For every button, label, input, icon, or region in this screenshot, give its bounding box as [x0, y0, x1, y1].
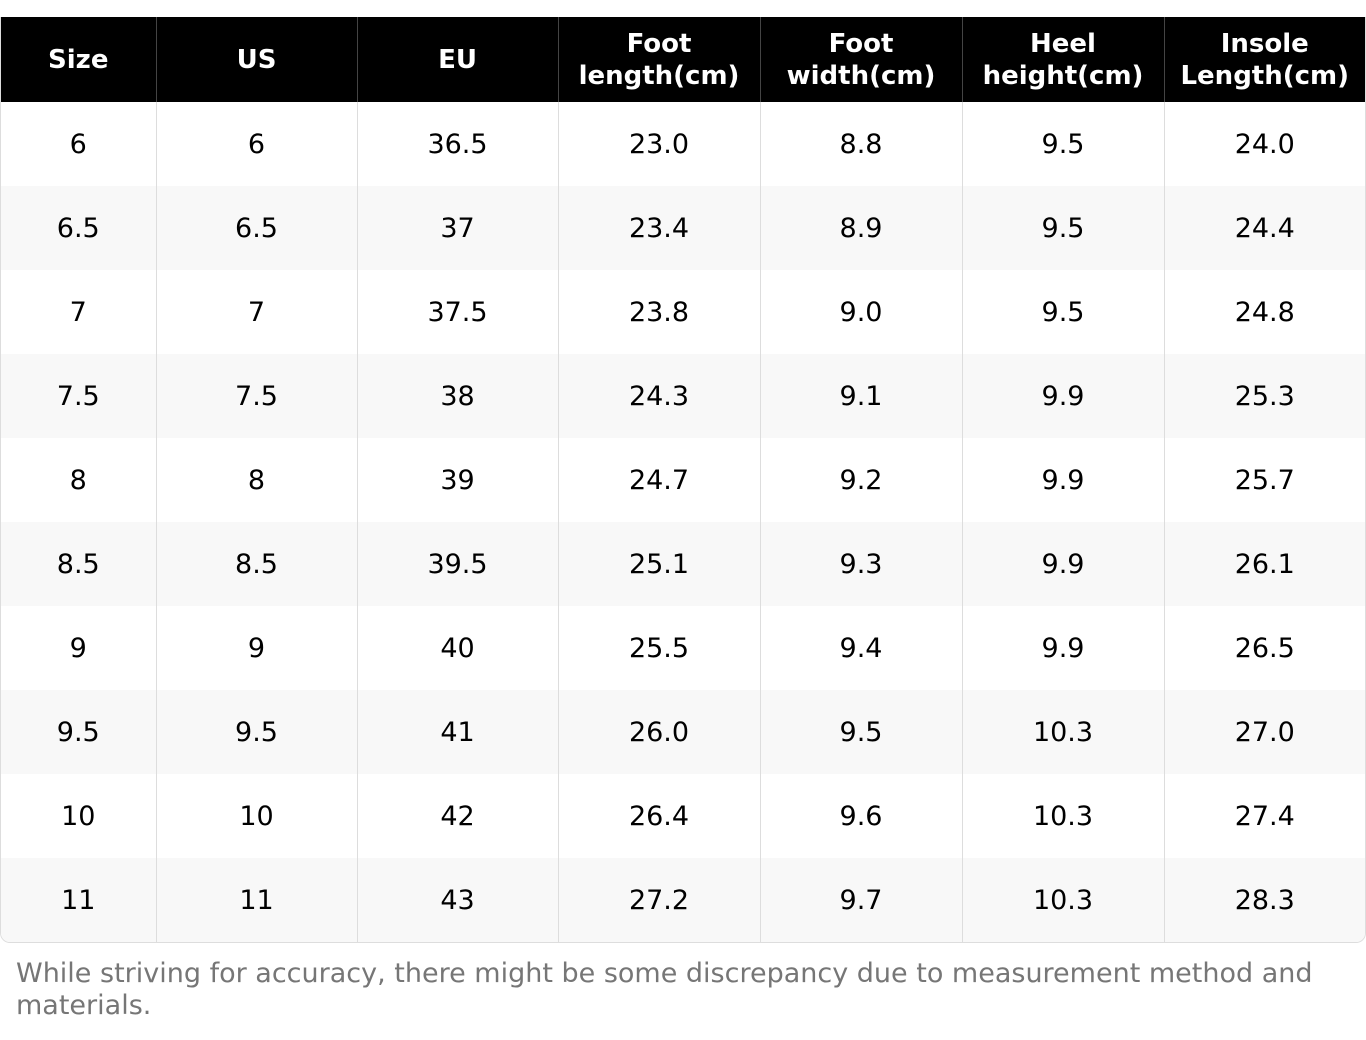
table-cell: 42 — [356, 774, 558, 858]
table-cell: 7.5 — [1, 354, 156, 438]
table-cell: 9.3 — [759, 522, 962, 606]
table-cell: 9.9 — [961, 522, 1164, 606]
table-body: 6 6 36.5 23.0 8.8 9.5 24.0 6.5 6.5 37 23.4 8.9 9.5 24… — [1, 102, 1365, 942]
table-row: 9.5 9.5 41 26.0 9.5 10.3 27.0 — [1, 690, 1365, 774]
table-cell: 9 — [69, 632, 87, 664]
table-cell: 26.0 — [557, 690, 760, 774]
table-cell: 8.9 — [759, 186, 962, 270]
table-cell: 24.0 — [1163, 102, 1365, 186]
table-cell: 39 — [356, 438, 558, 522]
table-row: 7 7 37.5 23.8 9.0 9.5 24.8 — [1, 270, 1365, 354]
table-cell: 25.3 — [1163, 354, 1365, 438]
table-cell: 8.5 — [155, 522, 357, 606]
table-cell: 23.4 — [557, 186, 760, 270]
table-row: 10 10 42 26.4 9.6 10.3 27.4 — [1, 774, 1365, 858]
table-cell: 41 — [356, 690, 558, 774]
header-cell: Foot length(cm) — [557, 17, 760, 102]
table-cell: 9.6 — [759, 774, 962, 858]
table-cell: 37.5 — [356, 270, 558, 354]
table-cell: 8.5 — [1, 522, 156, 606]
table-row: 11 11 43 27.2 9.7 10.3 28.3 — [1, 858, 1365, 942]
table-cell: 26.4 — [557, 774, 760, 858]
table-cell: 9.4 — [759, 606, 962, 690]
table-cell: 9.7 — [759, 858, 962, 942]
table-cell: 8 — [155, 438, 357, 522]
table-cell: 43 — [356, 858, 558, 942]
table-cell: 40 — [356, 606, 558, 690]
header-cell: US — [155, 17, 357, 102]
table-row: 6 6 36.5 23.0 8.8 9.5 24.0 — [1, 102, 1365, 186]
table-cell: 9.5 — [759, 690, 962, 774]
table-cell: 28.3 — [1163, 858, 1365, 942]
table-cell: 6.5 — [1, 186, 156, 270]
table-cell: 6.5 — [155, 186, 357, 270]
table-cell: 23.0 — [557, 102, 760, 186]
table-cell: 9.9 — [961, 606, 1164, 690]
table-cell: 7.5 — [155, 354, 357, 438]
table-cell: 6 — [155, 102, 357, 186]
table-cell: 25.7 — [1163, 438, 1365, 522]
table-cell: 39.5 — [356, 522, 558, 606]
table-cell: 26.1 — [1163, 522, 1365, 606]
table-cell: 10 — [155, 774, 357, 858]
size-table: Size US EU Foot length(cm) Foot width(cm) Hee… — [1, 17, 1365, 942]
table-cell: 11 — [1, 858, 156, 942]
table-cell: 9.5 — [155, 690, 357, 774]
table-cell: 24.7 — [557, 438, 760, 522]
header-cell: Insole Length(cm) — [1163, 17, 1365, 102]
table-cell: 24.4 — [1163, 186, 1365, 270]
table-cell: 8 — [69, 464, 87, 496]
header-cell: Heel height(cm) — [961, 17, 1164, 102]
table-cell: 9.9 — [961, 354, 1164, 438]
table-row: 9 9 40 25.5 9.4 9.9 26.5 — [1, 606, 1365, 690]
table-cell: 9 — [155, 606, 357, 690]
table-cell: 37 — [356, 186, 558, 270]
table-cell: 23.8 — [557, 270, 760, 354]
table-cell: 9.5 — [961, 270, 1164, 354]
table-cell: 10.3 — [961, 858, 1164, 942]
table-cell: 8.8 — [759, 102, 962, 186]
table-cell: 6 — [69, 128, 87, 160]
table-cell: 9.1 — [759, 354, 962, 438]
header-cell: EU — [356, 17, 558, 102]
table-cell: 26.5 — [1163, 606, 1365, 690]
table-cell: 27.4 — [1163, 774, 1365, 858]
table-cell: 9.9 — [961, 438, 1164, 522]
table-cell: 7 — [155, 270, 357, 354]
table-cell: 9.2 — [759, 438, 962, 522]
table-cell: 10 — [61, 800, 96, 832]
table-cell: 10.3 — [961, 690, 1164, 774]
table-row: 8.5 8.5 39.5 25.1 9.3 9.9 26.1 — [1, 522, 1365, 606]
header-cell: Foot width(cm) — [759, 17, 962, 102]
table-cell: 10.3 — [961, 774, 1164, 858]
table-row: 8 8 39 24.7 9.2 9.9 25.7 — [1, 438, 1365, 522]
header-cell: Size — [1, 17, 156, 102]
table-row: 7.5 7.5 38 24.3 9.1 9.9 25.3 — [1, 354, 1365, 438]
footnote: While striving for accuracy, there might… — [16, 958, 1313, 1021]
table-cell: 36.5 — [356, 102, 558, 186]
size-table-frame: Size US EU Foot length(cm) Foot width(cm) Hee… — [0, 17, 1366, 943]
table-cell: 9.5 — [961, 186, 1164, 270]
table-row: 6.5 6.5 37 23.4 8.9 9.5 24.4 — [1, 186, 1365, 270]
table-cell: 9.0 — [759, 270, 962, 354]
table-cell: 9.5 — [961, 102, 1164, 186]
table-cell: 25.5 — [557, 606, 760, 690]
table-cell: 38 — [356, 354, 558, 438]
table-cell: 24.3 — [557, 354, 760, 438]
table-cell: 27.2 — [557, 858, 760, 942]
table-cell: 11 — [155, 858, 357, 942]
table-cell: 9.5 — [1, 690, 156, 774]
table-cell: 27.0 — [1163, 690, 1365, 774]
table-cell: 25.1 — [557, 522, 760, 606]
header-row: Size US EU Foot length(cm) Foot width(cm) Hee… — [1, 17, 1365, 102]
table-cell: 7 — [69, 296, 87, 328]
table-cell: 24.8 — [1163, 270, 1365, 354]
